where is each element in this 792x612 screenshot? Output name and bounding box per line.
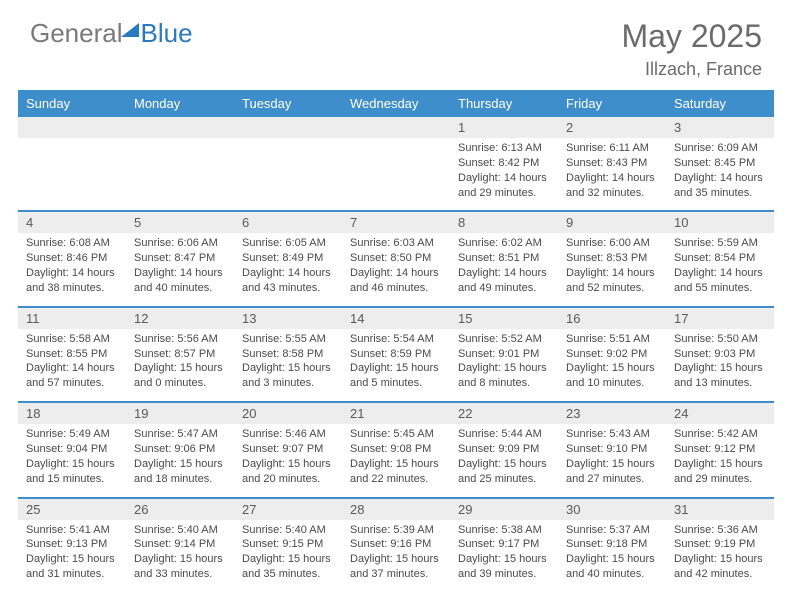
- logo-text-gray: General: [30, 18, 123, 49]
- day-content-cell: Sunrise: 5:40 AMSunset: 9:15 PMDaylight:…: [234, 520, 342, 592]
- day-content-cell: Sunrise: 5:43 AMSunset: 9:10 PMDaylight:…: [558, 424, 666, 497]
- logo-triangle-icon: [121, 23, 139, 37]
- day-content-row: Sunrise: 6:13 AMSunset: 8:42 PMDaylight:…: [18, 138, 774, 211]
- day-content-cell: Sunrise: 6:05 AMSunset: 8:49 PMDaylight:…: [234, 233, 342, 306]
- day-content-cell: Sunrise: 5:58 AMSunset: 8:55 PMDaylight:…: [18, 329, 126, 402]
- day-number-cell: [18, 117, 126, 138]
- weekday-header: Sunday: [18, 90, 126, 117]
- day-content-cell: Sunrise: 5:37 AMSunset: 9:18 PMDaylight:…: [558, 520, 666, 592]
- day-number-cell: 8: [450, 211, 558, 233]
- day-content-cell: Sunrise: 5:41 AMSunset: 9:13 PMDaylight:…: [18, 520, 126, 592]
- day-content-cell: Sunrise: 5:44 AMSunset: 9:09 PMDaylight:…: [450, 424, 558, 497]
- day-number-cell: 26: [126, 498, 234, 520]
- day-number-cell: 27: [234, 498, 342, 520]
- day-content-cell: Sunrise: 5:52 AMSunset: 9:01 PMDaylight:…: [450, 329, 558, 402]
- day-content-cell: Sunrise: 5:36 AMSunset: 9:19 PMDaylight:…: [666, 520, 774, 592]
- day-number-cell: 6: [234, 211, 342, 233]
- day-number-cell: 29: [450, 498, 558, 520]
- day-number-cell: 3: [666, 117, 774, 138]
- weekday-header-row: Sunday Monday Tuesday Wednesday Thursday…: [18, 90, 774, 117]
- day-content-cell: Sunrise: 5:40 AMSunset: 9:14 PMDaylight:…: [126, 520, 234, 592]
- day-content-cell: Sunrise: 6:03 AMSunset: 8:50 PMDaylight:…: [342, 233, 450, 306]
- day-number-cell: [234, 117, 342, 138]
- day-number-row: 45678910: [18, 211, 774, 233]
- day-content-cell: Sunrise: 5:55 AMSunset: 8:58 PMDaylight:…: [234, 329, 342, 402]
- day-number-cell: 11: [18, 307, 126, 329]
- logo-text-blue: Blue: [141, 18, 193, 49]
- day-content-cell: [234, 138, 342, 211]
- day-content-cell: [126, 138, 234, 211]
- day-content-cell: Sunrise: 5:42 AMSunset: 9:12 PMDaylight:…: [666, 424, 774, 497]
- day-number-cell: 4: [18, 211, 126, 233]
- day-content-cell: Sunrise: 6:06 AMSunset: 8:47 PMDaylight:…: [126, 233, 234, 306]
- day-content-cell: Sunrise: 6:13 AMSunset: 8:42 PMDaylight:…: [450, 138, 558, 211]
- day-content-cell: Sunrise: 5:38 AMSunset: 9:17 PMDaylight:…: [450, 520, 558, 592]
- day-content-cell: Sunrise: 6:08 AMSunset: 8:46 PMDaylight:…: [18, 233, 126, 306]
- day-content-cell: Sunrise: 5:45 AMSunset: 9:08 PMDaylight:…: [342, 424, 450, 497]
- day-number-cell: 1: [450, 117, 558, 138]
- day-content-cell: [342, 138, 450, 211]
- day-number-cell: 20: [234, 402, 342, 424]
- day-number-cell: 18: [18, 402, 126, 424]
- month-title: May 2025: [621, 18, 762, 55]
- day-content-cell: Sunrise: 5:50 AMSunset: 9:03 PMDaylight:…: [666, 329, 774, 402]
- day-number-cell: 23: [558, 402, 666, 424]
- day-content-row: Sunrise: 5:41 AMSunset: 9:13 PMDaylight:…: [18, 520, 774, 592]
- day-content-cell: Sunrise: 6:11 AMSunset: 8:43 PMDaylight:…: [558, 138, 666, 211]
- day-number-row: 18192021222324: [18, 402, 774, 424]
- day-number-cell: 12: [126, 307, 234, 329]
- day-content-cell: Sunrise: 6:02 AMSunset: 8:51 PMDaylight:…: [450, 233, 558, 306]
- day-number-row: 11121314151617: [18, 307, 774, 329]
- weekday-header: Wednesday: [342, 90, 450, 117]
- day-number-row: 25262728293031: [18, 498, 774, 520]
- page-header: General Blue May 2025 Illzach, France: [0, 0, 792, 90]
- day-number-cell: 28: [342, 498, 450, 520]
- day-content-cell: Sunrise: 6:09 AMSunset: 8:45 PMDaylight:…: [666, 138, 774, 211]
- day-content-row: Sunrise: 5:49 AMSunset: 9:04 PMDaylight:…: [18, 424, 774, 497]
- weekday-header: Saturday: [666, 90, 774, 117]
- day-content-cell: Sunrise: 6:00 AMSunset: 8:53 PMDaylight:…: [558, 233, 666, 306]
- day-number-cell: 14: [342, 307, 450, 329]
- day-content-cell: Sunrise: 5:54 AMSunset: 8:59 PMDaylight:…: [342, 329, 450, 402]
- calendar-container: Sunday Monday Tuesday Wednesday Thursday…: [0, 90, 792, 592]
- day-number-cell: 7: [342, 211, 450, 233]
- day-number-cell: 15: [450, 307, 558, 329]
- weekday-header: Monday: [126, 90, 234, 117]
- day-content-cell: [18, 138, 126, 211]
- day-number-cell: 17: [666, 307, 774, 329]
- logo: General Blue: [30, 18, 193, 49]
- day-number-cell: [126, 117, 234, 138]
- day-content-cell: Sunrise: 5:56 AMSunset: 8:57 PMDaylight:…: [126, 329, 234, 402]
- weekday-header: Thursday: [450, 90, 558, 117]
- day-number-cell: 10: [666, 211, 774, 233]
- day-content-cell: Sunrise: 5:59 AMSunset: 8:54 PMDaylight:…: [666, 233, 774, 306]
- title-block: May 2025 Illzach, France: [621, 18, 762, 80]
- weekday-header: Friday: [558, 90, 666, 117]
- day-number-cell: 24: [666, 402, 774, 424]
- weekday-header: Tuesday: [234, 90, 342, 117]
- day-content-cell: Sunrise: 5:51 AMSunset: 9:02 PMDaylight:…: [558, 329, 666, 402]
- day-content-row: Sunrise: 6:08 AMSunset: 8:46 PMDaylight:…: [18, 233, 774, 306]
- calendar-table: Sunday Monday Tuesday Wednesday Thursday…: [18, 90, 774, 592]
- day-content-row: Sunrise: 5:58 AMSunset: 8:55 PMDaylight:…: [18, 329, 774, 402]
- day-number-cell: 22: [450, 402, 558, 424]
- day-content-cell: Sunrise: 5:46 AMSunset: 9:07 PMDaylight:…: [234, 424, 342, 497]
- day-content-cell: Sunrise: 5:47 AMSunset: 9:06 PMDaylight:…: [126, 424, 234, 497]
- day-number-cell: [342, 117, 450, 138]
- day-number-cell: 16: [558, 307, 666, 329]
- day-number-row: 123: [18, 117, 774, 138]
- day-number-cell: 31: [666, 498, 774, 520]
- day-number-cell: 5: [126, 211, 234, 233]
- day-content-cell: Sunrise: 5:39 AMSunset: 9:16 PMDaylight:…: [342, 520, 450, 592]
- day-content-cell: Sunrise: 5:49 AMSunset: 9:04 PMDaylight:…: [18, 424, 126, 497]
- day-number-cell: 25: [18, 498, 126, 520]
- day-number-cell: 9: [558, 211, 666, 233]
- day-number-cell: 19: [126, 402, 234, 424]
- day-number-cell: 30: [558, 498, 666, 520]
- location-subtitle: Illzach, France: [621, 59, 762, 80]
- day-number-cell: 13: [234, 307, 342, 329]
- day-number-cell: 21: [342, 402, 450, 424]
- day-number-cell: 2: [558, 117, 666, 138]
